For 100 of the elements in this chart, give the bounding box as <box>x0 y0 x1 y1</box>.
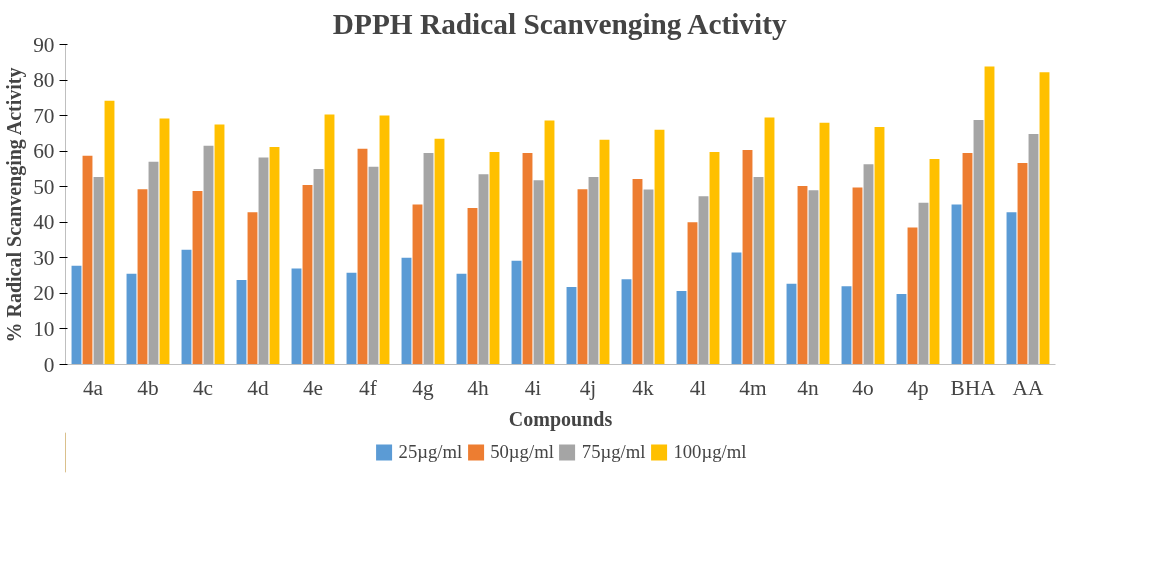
y-tick-label: 70 <box>33 103 55 128</box>
bar <box>929 158 940 365</box>
y-tick-label: 90 <box>33 32 55 57</box>
bar <box>423 152 434 365</box>
bar <box>192 190 203 365</box>
y-tick-label: 10 <box>33 316 55 341</box>
y-tick-label: 60 <box>33 139 55 164</box>
bar <box>544 120 555 365</box>
bar <box>511 260 522 365</box>
bar <box>676 290 687 365</box>
y-tick-label: 40 <box>33 210 55 235</box>
x-tick-label: 4o <box>852 375 874 400</box>
bar <box>731 252 742 365</box>
bar <box>1006 212 1017 365</box>
bar <box>313 168 324 365</box>
bar <box>104 100 115 365</box>
x-tick-label: 4f <box>359 375 378 400</box>
bar <box>401 257 412 365</box>
chart-title: DPPH Radical Scanvenging Activity <box>332 7 787 40</box>
bar <box>346 272 357 365</box>
legend-label: 50µg/ml <box>490 441 554 463</box>
x-tick-label: 4i <box>524 375 542 400</box>
y-tick-label: 30 <box>33 245 55 270</box>
bar <box>687 222 698 365</box>
bar <box>412 204 423 365</box>
bar <box>764 117 775 365</box>
bar <box>269 146 280 365</box>
bar <box>918 202 929 365</box>
bar <box>71 265 82 365</box>
bar <box>654 129 665 365</box>
bar <box>808 190 819 365</box>
bar <box>258 157 269 365</box>
x-tick-label: 4n <box>797 375 819 400</box>
bar <box>159 118 170 365</box>
bar <box>236 279 247 365</box>
y-tick-label: 0 <box>43 352 55 377</box>
y-tick-label: 20 <box>33 281 55 306</box>
legend-label: 25µg/ml <box>398 441 463 463</box>
legend-label: 75µg/ml <box>581 441 646 463</box>
bar <box>1039 72 1050 365</box>
bar <box>786 283 797 365</box>
bar <box>478 174 489 365</box>
bar <box>324 114 335 365</box>
bar <box>951 204 962 365</box>
bar <box>819 122 830 365</box>
x-tick-label: 4m <box>739 375 768 400</box>
bar <box>709 151 720 365</box>
bar <box>82 155 93 365</box>
bar <box>467 208 478 365</box>
bar <box>841 286 852 365</box>
bar <box>907 227 918 365</box>
bar <box>368 166 379 365</box>
x-tick-label: 4p <box>907 375 929 400</box>
bar <box>797 186 808 365</box>
y-tick-label: 50 <box>33 174 55 199</box>
x-tick-label: 4d <box>247 375 269 400</box>
bar <box>357 148 368 365</box>
bar <box>753 177 764 365</box>
bar <box>984 66 995 365</box>
bar <box>577 189 588 365</box>
bar <box>522 152 533 365</box>
x-tick-label: 4l <box>689 375 707 400</box>
y-axis-title: % Radical Scanvenging Activity <box>3 67 27 343</box>
x-tick-label: 4h <box>467 375 489 400</box>
bar <box>863 164 874 365</box>
x-tick-label: 4c <box>192 375 214 400</box>
bar <box>148 161 159 365</box>
bar <box>874 126 885 365</box>
x-axis-title: Compounds <box>508 407 613 431</box>
bar <box>302 184 313 365</box>
bar <box>588 177 599 365</box>
bar <box>742 150 753 365</box>
bar <box>291 268 302 365</box>
bar <box>533 180 544 365</box>
x-tick-label: 4e <box>302 375 324 400</box>
bar <box>852 187 863 365</box>
bar <box>489 151 500 365</box>
bar <box>93 177 104 365</box>
bar <box>643 189 654 365</box>
bar <box>181 249 192 365</box>
bar <box>247 212 258 365</box>
bar <box>1028 134 1039 365</box>
bar <box>214 124 225 365</box>
bar <box>896 294 907 365</box>
bar <box>566 286 577 365</box>
legend-label: 100µg/ml <box>673 441 747 463</box>
bar <box>599 139 610 365</box>
x-tick-label: 4a <box>82 375 104 400</box>
x-tick-label: BHA <box>950 375 997 400</box>
bar <box>137 189 148 365</box>
x-tick-label: 4g <box>412 375 434 400</box>
bar <box>126 273 137 365</box>
bar <box>632 178 643 365</box>
y-tick-label: 80 <box>33 68 55 93</box>
bar <box>434 138 445 365</box>
x-tick-label: 4j <box>579 375 597 400</box>
x-tick-label: 4k <box>632 375 654 400</box>
bar <box>973 119 984 365</box>
x-tick-label: 4b <box>137 375 159 400</box>
x-tick-label: AA <box>1012 375 1044 400</box>
